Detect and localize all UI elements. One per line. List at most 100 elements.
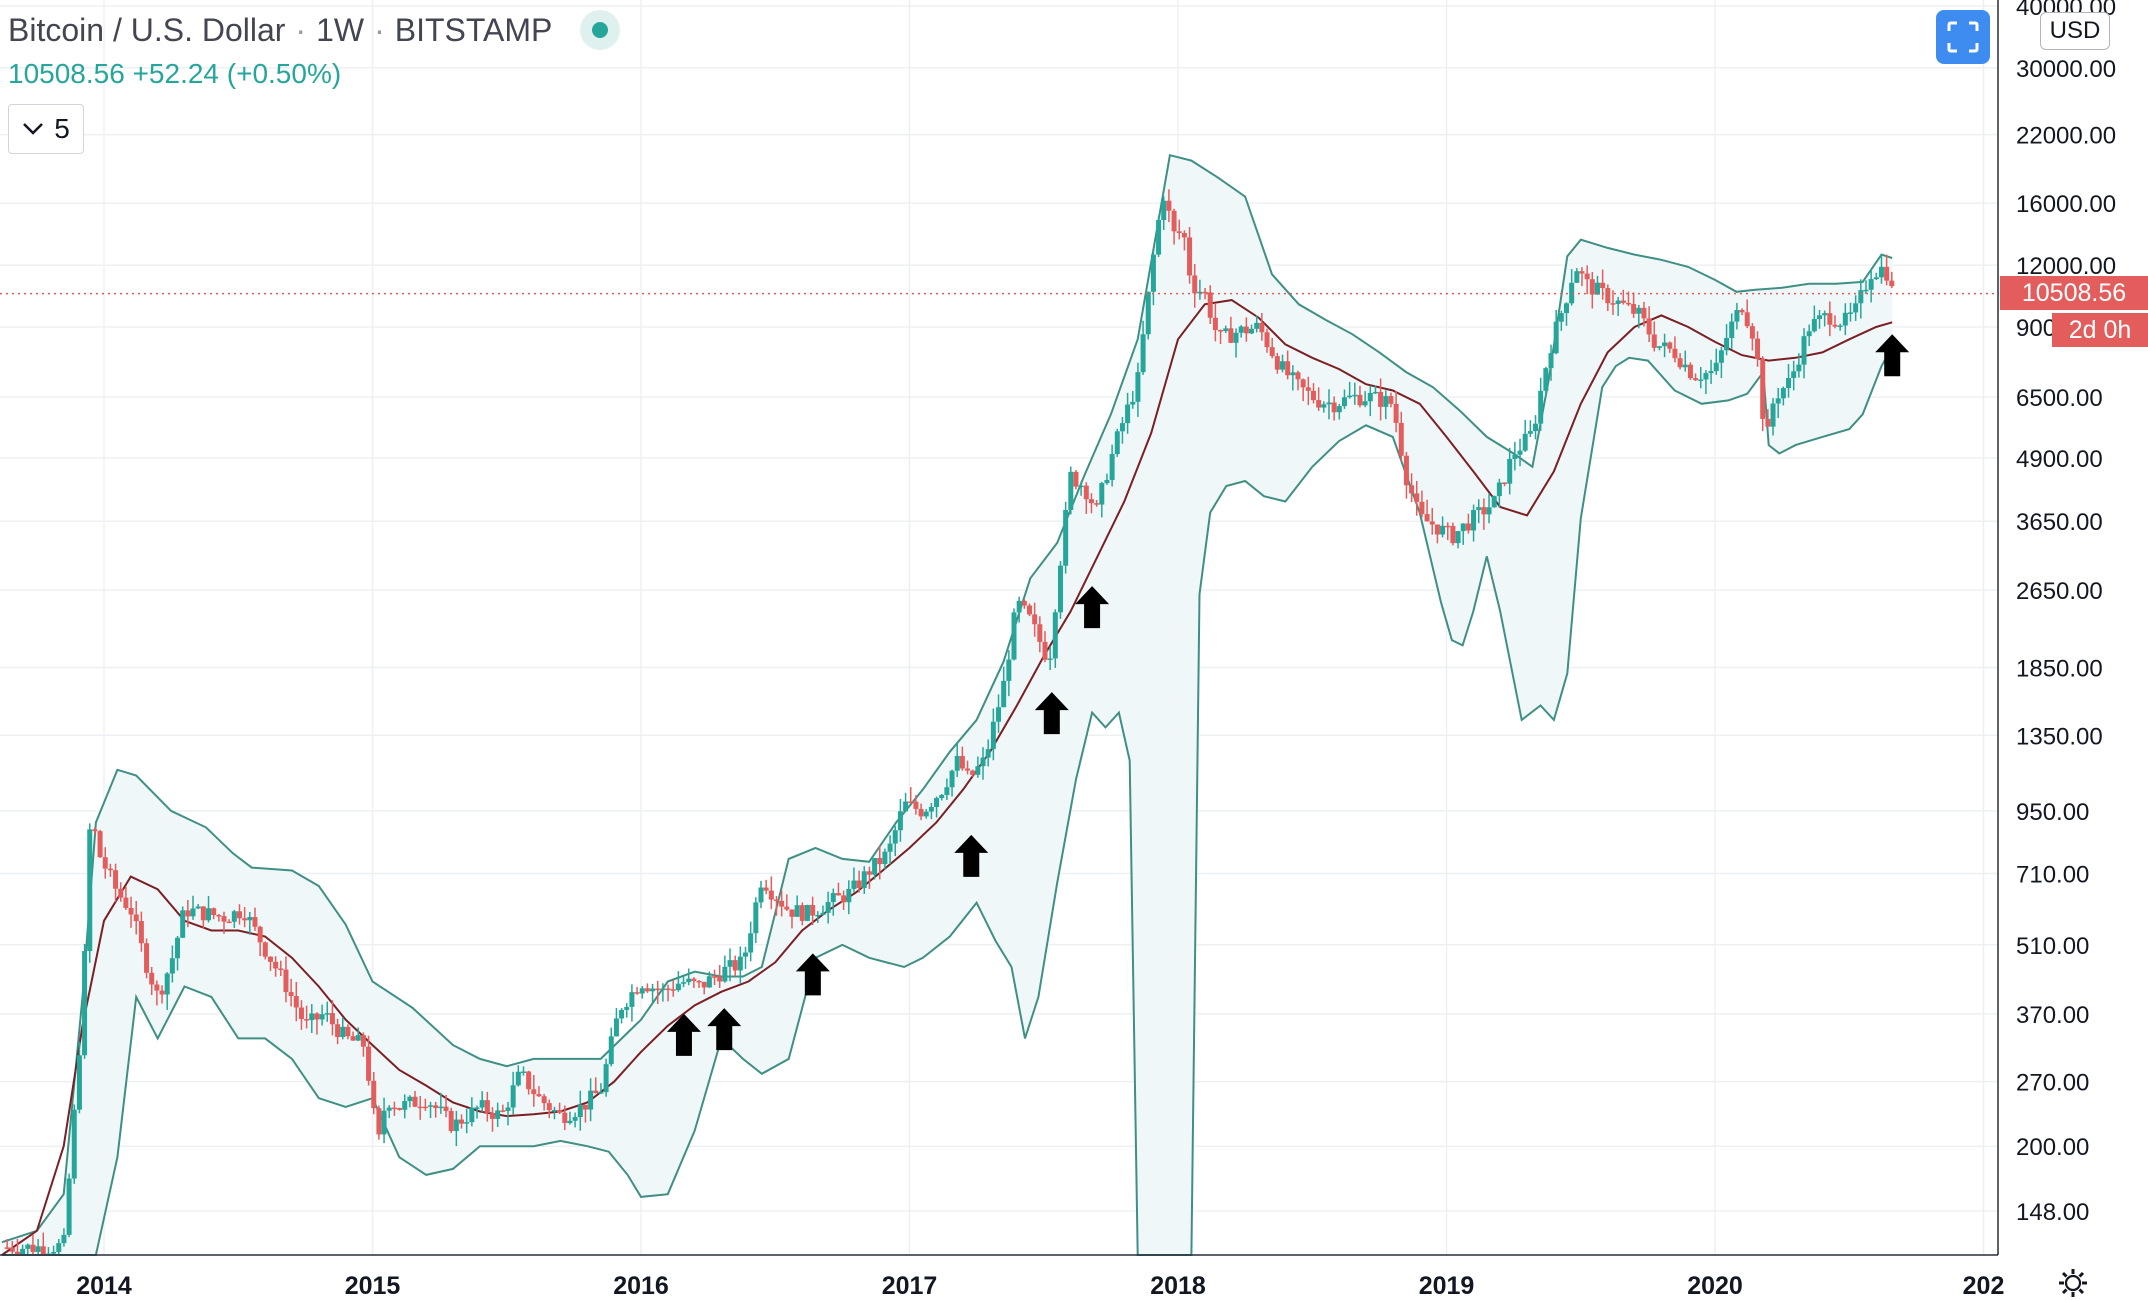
candle-body — [851, 880, 857, 889]
candle-body — [624, 1006, 630, 1010]
candle-body — [1052, 612, 1058, 659]
candle-body — [1708, 371, 1714, 374]
currency-button[interactable]: USD — [2040, 12, 2110, 50]
candle-body — [51, 1251, 57, 1254]
candle-body — [520, 1071, 526, 1073]
candle-body — [1078, 485, 1084, 488]
time-axis[interactable]: 2014 2015 2016 2017 2018 2019 2020 202 — [76, 1272, 2004, 1300]
candle-body — [1471, 510, 1477, 531]
candle-body — [1414, 493, 1420, 502]
candle-body — [799, 905, 805, 921]
candle-body — [428, 1105, 434, 1107]
candle-body — [743, 952, 749, 957]
candle-body — [1662, 342, 1668, 347]
candle-body — [629, 992, 635, 1007]
candle-body — [386, 1107, 392, 1111]
candle-body — [1507, 458, 1513, 484]
candle-body — [1656, 346, 1662, 348]
basis-line — [1, 299, 1893, 1256]
exchange-label: BITSTAMP — [394, 11, 553, 48]
candle-body — [1853, 303, 1859, 313]
candle-body — [1646, 318, 1652, 335]
candle-body — [464, 1122, 470, 1124]
price-tick-label: 510.00 — [2016, 933, 2089, 960]
candle-body — [1166, 200, 1172, 211]
price-change-value: +52.24 — [132, 58, 219, 89]
indicators-toggle-button[interactable]: 5 — [8, 104, 84, 154]
candle-body — [1625, 302, 1631, 305]
candle-body — [582, 1104, 588, 1110]
candle-body — [1491, 496, 1497, 508]
candle-body — [144, 943, 150, 973]
candle-body — [856, 880, 862, 889]
candle-body — [1889, 280, 1895, 287]
candle-body — [1259, 322, 1265, 333]
candle-body — [391, 1107, 397, 1110]
candle-body — [1218, 330, 1224, 332]
candle-body — [949, 770, 955, 788]
candle-body — [784, 906, 790, 910]
candle-body — [1021, 600, 1027, 606]
candle-body — [985, 749, 991, 758]
candle-body — [1749, 326, 1755, 339]
candle-body — [1114, 431, 1120, 455]
candle-body — [14, 1251, 20, 1255]
candle-body — [345, 1026, 351, 1037]
candle-body — [789, 909, 795, 917]
candle-body — [877, 858, 883, 865]
candle-body — [469, 1107, 475, 1123]
candle-body — [959, 755, 965, 769]
interval-label[interactable]: 1W — [316, 11, 365, 48]
candle-body — [1254, 322, 1260, 329]
candle-body — [283, 969, 289, 993]
candle-body — [262, 942, 268, 957]
candle-body — [872, 858, 878, 875]
symbol-name[interactable]: Bitcoin / U.S. Dollar — [8, 11, 286, 48]
fullscreen-button[interactable] — [1936, 10, 1990, 64]
candle-body — [288, 992, 294, 997]
candle-body — [1316, 400, 1322, 408]
candle-body — [412, 1096, 418, 1107]
candle-body — [371, 1080, 377, 1109]
candle-body — [1212, 317, 1218, 331]
candle-body — [236, 911, 242, 919]
candle-body — [1171, 210, 1177, 232]
candle-body — [1486, 507, 1492, 515]
candle-body — [758, 887, 764, 903]
price-tick-label: 6500.00 — [2016, 385, 2103, 412]
market-status-icon[interactable] — [580, 10, 621, 50]
candle-body — [1295, 372, 1301, 380]
candle-body — [1755, 338, 1761, 359]
candle-body — [1765, 418, 1771, 427]
candle-body — [1161, 200, 1167, 221]
candle-body — [1424, 514, 1430, 522]
candle-body — [1693, 378, 1699, 381]
candle-body — [1125, 404, 1131, 424]
candle-body — [1780, 388, 1786, 399]
gear-icon[interactable] — [2058, 1268, 2088, 1298]
candle-body — [1863, 289, 1869, 292]
candle-body — [551, 1109, 557, 1112]
candle-body — [1827, 313, 1833, 325]
candle-body — [376, 1108, 382, 1135]
candle-body — [273, 961, 279, 969]
candle-body — [1786, 378, 1792, 389]
price-tick-label: 12000.00 — [2016, 253, 2116, 280]
candle-body — [1130, 401, 1136, 405]
candle-body — [1238, 326, 1244, 333]
candle-body — [913, 801, 919, 809]
candle-body — [779, 900, 785, 907]
header-separator: · — [295, 11, 307, 48]
candle-body — [360, 1035, 366, 1047]
price-axis[interactable]: 40000.0030000.0022000.0016000.0012000.00… — [2016, 0, 2116, 1226]
candle-body — [1393, 403, 1399, 423]
candle-body — [835, 893, 841, 896]
candle-body — [1502, 482, 1508, 485]
candle-body — [242, 918, 248, 921]
candle-body — [190, 908, 196, 917]
time-tick-label: 2017 — [882, 1272, 938, 1300]
candle-body — [247, 917, 253, 921]
candle-body — [696, 980, 702, 983]
price-tick-label: 710.00 — [2016, 862, 2089, 889]
